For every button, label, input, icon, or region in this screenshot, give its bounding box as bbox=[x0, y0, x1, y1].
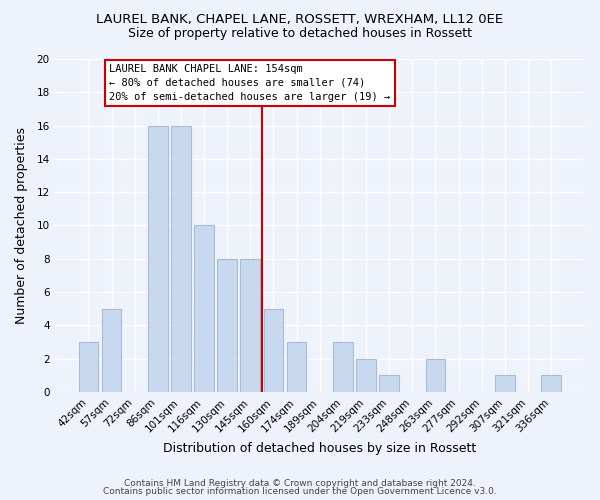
Y-axis label: Number of detached properties: Number of detached properties bbox=[15, 127, 28, 324]
Bar bbox=[541, 376, 561, 392]
Text: Contains HM Land Registry data © Crown copyright and database right 2024.: Contains HM Land Registry data © Crown c… bbox=[124, 478, 476, 488]
Bar bbox=[171, 126, 191, 392]
Bar bbox=[79, 342, 98, 392]
Text: Contains public sector information licensed under the Open Government Licence v3: Contains public sector information licen… bbox=[103, 487, 497, 496]
Bar bbox=[263, 308, 283, 392]
Bar bbox=[241, 259, 260, 392]
Bar bbox=[287, 342, 307, 392]
Bar bbox=[425, 358, 445, 392]
Text: Size of property relative to detached houses in Rossett: Size of property relative to detached ho… bbox=[128, 28, 472, 40]
Bar bbox=[194, 226, 214, 392]
Bar bbox=[148, 126, 167, 392]
Bar bbox=[379, 376, 399, 392]
Text: LAUREL BANK CHAPEL LANE: 154sqm
← 80% of detached houses are smaller (74)
20% of: LAUREL BANK CHAPEL LANE: 154sqm ← 80% of… bbox=[109, 64, 391, 102]
Text: LAUREL BANK, CHAPEL LANE, ROSSETT, WREXHAM, LL12 0EE: LAUREL BANK, CHAPEL LANE, ROSSETT, WREXH… bbox=[97, 12, 503, 26]
X-axis label: Distribution of detached houses by size in Rossett: Distribution of detached houses by size … bbox=[163, 442, 476, 455]
Bar bbox=[101, 308, 121, 392]
Bar bbox=[333, 342, 353, 392]
Bar bbox=[356, 358, 376, 392]
Bar bbox=[495, 376, 515, 392]
Bar bbox=[217, 259, 237, 392]
